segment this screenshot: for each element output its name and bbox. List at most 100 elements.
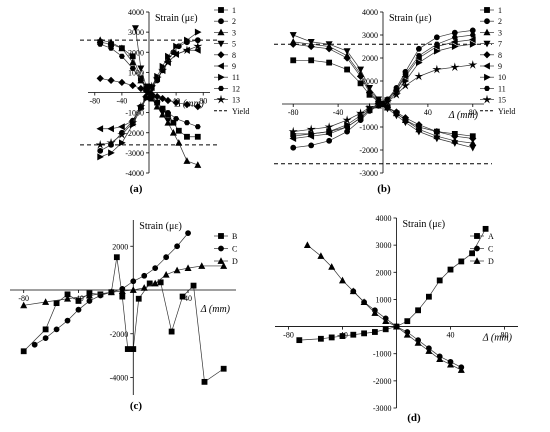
data-point	[140, 284, 148, 291]
data-point	[97, 153, 104, 161]
y-tick-label: -2000	[125, 129, 144, 138]
data-point	[141, 92, 151, 102]
data-point	[469, 134, 477, 143]
data-point	[118, 78, 126, 87]
legend-entry: 3	[480, 28, 502, 37]
data-point	[451, 140, 459, 147]
data-point	[107, 76, 115, 85]
legend-label: C	[232, 245, 237, 254]
legend-marker	[483, 40, 491, 48]
legend-label: 11	[232, 73, 240, 82]
data-point	[170, 119, 177, 126]
legend-entry: 7	[480, 40, 502, 49]
data-point	[158, 94, 167, 103]
x-tick-label: -40	[117, 97, 128, 106]
legend-entry: Yield	[480, 107, 515, 116]
data-point	[137, 65, 145, 73]
y-tick-label: 2000	[362, 54, 378, 63]
x-tick-label: -40	[333, 108, 344, 117]
x-tick-label: 80	[469, 108, 477, 117]
legend-entry: 5	[214, 40, 236, 49]
data-point	[447, 266, 454, 273]
data-point	[129, 58, 137, 66]
legend-entry: 8	[214, 51, 236, 60]
panel-label: (a)	[130, 183, 143, 195]
data-point	[165, 110, 171, 116]
chart-panel-b: -80 -40 40 80 -3000 -2000 -1000 1000 2000 3000 400…	[274, 6, 515, 195]
legend-label: 5	[232, 40, 236, 49]
data-point	[184, 36, 191, 44]
data-point	[64, 317, 71, 324]
data-point	[365, 88, 374, 97]
legend-entry: 12	[214, 84, 240, 93]
data-point	[128, 117, 138, 127]
y-axis-label: Strain (με)	[155, 13, 198, 24]
data-point	[157, 65, 168, 75]
panel-label: (c)	[130, 400, 143, 412]
data-point	[415, 121, 423, 129]
data-point	[53, 326, 60, 333]
legend-entry: 2	[214, 17, 236, 26]
data-point	[382, 317, 390, 325]
data-point	[392, 108, 401, 116]
series-D	[303, 241, 465, 373]
y-tick-label: -3000	[125, 149, 144, 158]
legend-label: 8	[232, 51, 236, 60]
legend-entry: A	[470, 232, 494, 241]
data-point	[152, 265, 159, 272]
data-point	[339, 333, 346, 339]
data-point	[107, 38, 115, 46]
data-point	[31, 341, 38, 348]
data-point	[324, 122, 334, 131]
legend-entry: 11	[214, 73, 240, 82]
y-tick-label: 4000	[362, 8, 378, 17]
legend-label: 11	[498, 84, 506, 93]
data-point	[182, 45, 192, 55]
data-point	[289, 40, 297, 48]
x-axis-label: Δ (mm)	[482, 333, 513, 344]
data-point	[357, 80, 364, 87]
x-tick-label: 80	[199, 97, 207, 106]
data-point	[344, 66, 350, 73]
legend-label: B	[232, 232, 237, 241]
data-point	[173, 42, 180, 50]
data-point	[194, 161, 202, 168]
data-point	[141, 272, 148, 279]
x-axis-label: Δ (mm)	[200, 304, 231, 315]
data-point	[159, 106, 166, 112]
data-point	[382, 326, 389, 333]
data-point	[157, 279, 164, 286]
legend-label: D	[488, 257, 494, 266]
series-A	[296, 225, 489, 344]
data-point	[360, 298, 368, 306]
chart-panel-d: -80-404080-3000-2000-1000100020003000400…	[275, 214, 518, 424]
legend-marker	[217, 40, 225, 48]
legend-entry: 2	[480, 17, 502, 26]
y-tick-label: 3000	[362, 31, 378, 40]
legend-marker	[217, 257, 225, 264]
data-point	[416, 45, 422, 52]
data-point	[451, 132, 459, 140]
y-tick-label: 1000	[362, 77, 378, 86]
data-point	[194, 102, 202, 111]
data-point	[172, 98, 180, 107]
data-point	[97, 41, 104, 47]
legend-marker	[217, 51, 225, 59]
x-tick-label: 40	[447, 331, 455, 340]
y-tick-label: -2000	[110, 330, 129, 339]
data-point	[108, 149, 115, 157]
data-point	[364, 102, 375, 112]
data-point	[433, 135, 441, 143]
data-point	[343, 54, 351, 62]
data-point	[20, 301, 28, 309]
data-point	[113, 254, 120, 261]
data-point	[135, 295, 142, 302]
data-point	[183, 100, 191, 109]
data-point	[118, 53, 125, 59]
data-point	[75, 306, 82, 313]
data-point	[164, 117, 172, 125]
x-tick-label: 40	[184, 294, 192, 303]
data-point	[194, 133, 201, 140]
